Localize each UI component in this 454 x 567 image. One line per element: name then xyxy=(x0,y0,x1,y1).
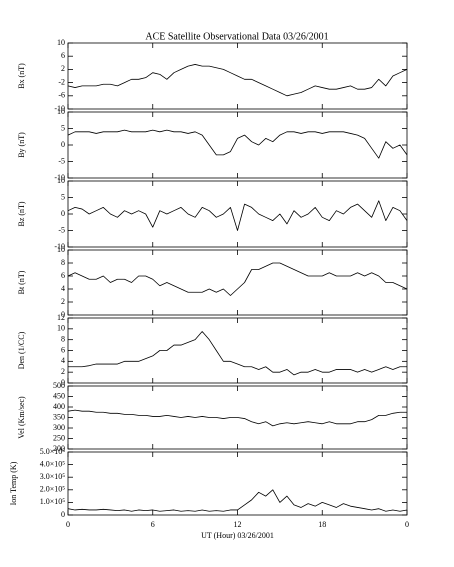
y-tick-label: -10 xyxy=(54,104,65,113)
y-tick-label: -6 xyxy=(58,91,65,100)
y-tick-label: 5 xyxy=(61,123,65,132)
y-tick-label: 6 xyxy=(61,51,65,60)
data-line xyxy=(67,129,408,159)
y-tick-label: 500 xyxy=(53,381,65,390)
y-tick-label: -2 xyxy=(58,77,65,86)
y-tick-label: 8 xyxy=(61,258,65,267)
data-line xyxy=(67,64,408,97)
y-tick-label: 0 xyxy=(61,510,65,519)
y-tick-label: 4 xyxy=(61,284,65,293)
y-tick-label: 250 xyxy=(53,433,65,442)
y-tick-label: 3.0×10⁵ xyxy=(40,472,66,481)
y-tick-label: 2 xyxy=(61,64,65,73)
y-tick-label: 10 xyxy=(57,107,65,116)
y-tick-label: 10 xyxy=(57,324,65,333)
x-tick-label: 12 xyxy=(234,520,242,529)
chart-title: ACE Satellite Observational Data 03/26/2… xyxy=(145,31,328,42)
y-tick-label: 4.0×10⁵ xyxy=(40,459,66,468)
y-axis-label: Bt (nT) xyxy=(17,270,26,294)
y-tick-label: 0 xyxy=(61,209,65,218)
x-tick-label: 18 xyxy=(318,520,326,529)
y-axis-label: Bx (nT) xyxy=(17,63,26,89)
data-line xyxy=(67,200,408,231)
y-axis-label: Den (1/CC) xyxy=(17,331,26,369)
y-axis-label: By (nT) xyxy=(17,132,26,158)
y-tick-label: -5 xyxy=(58,156,65,165)
data-line xyxy=(67,262,408,296)
y-tick-label: 1.0×10⁵ xyxy=(40,497,66,506)
y-tick-label: 5.0×10⁵ xyxy=(40,447,66,456)
y-axis-label: Ion Temp (K) xyxy=(9,461,18,505)
x-tick-label: 0 xyxy=(405,520,409,529)
y-axis-label: Bz (nT) xyxy=(17,201,26,226)
y-tick-label: 0 xyxy=(61,140,65,149)
y-axis-label: Vel (Km/sec) xyxy=(17,396,26,439)
y-tick-label: 2.0×10⁵ xyxy=(40,485,66,494)
y-tick-label: 450 xyxy=(53,391,65,400)
y-tick-label: 2 xyxy=(61,367,65,376)
y-tick-label: 5 xyxy=(61,192,65,201)
y-tick-label: 400 xyxy=(53,402,65,411)
y-tick-label: 0 xyxy=(61,378,65,387)
y-tick-label: 0 xyxy=(61,310,65,319)
y-tick-label: 2 xyxy=(61,297,65,306)
x-axis-label: UT (Hour) 03/26/2001 xyxy=(201,531,274,540)
y-tick-label: -10 xyxy=(54,242,65,251)
y-tick-label: 6 xyxy=(61,345,65,354)
y-tick-label: 6 xyxy=(61,271,65,280)
y-tick-label: 12 xyxy=(57,313,65,322)
data-line xyxy=(67,409,407,427)
y-tick-label: 4 xyxy=(61,356,65,365)
y-tick-label: -10 xyxy=(54,173,65,182)
y-tick-label: 300 xyxy=(53,423,65,432)
y-tick-label: 10 xyxy=(57,176,65,185)
y-tick-label: 350 xyxy=(53,412,65,421)
x-tick-label: 0 xyxy=(66,520,70,529)
x-tick-label: 6 xyxy=(151,520,155,529)
data-line xyxy=(67,489,408,512)
y-tick-label: 8 xyxy=(61,334,65,343)
data-line xyxy=(68,331,407,376)
y-tick-label: 10 xyxy=(57,38,65,47)
y-tick-label: 10 xyxy=(57,245,65,254)
y-tick-label: 200 xyxy=(53,444,65,453)
y-tick-label: -5 xyxy=(58,225,65,234)
